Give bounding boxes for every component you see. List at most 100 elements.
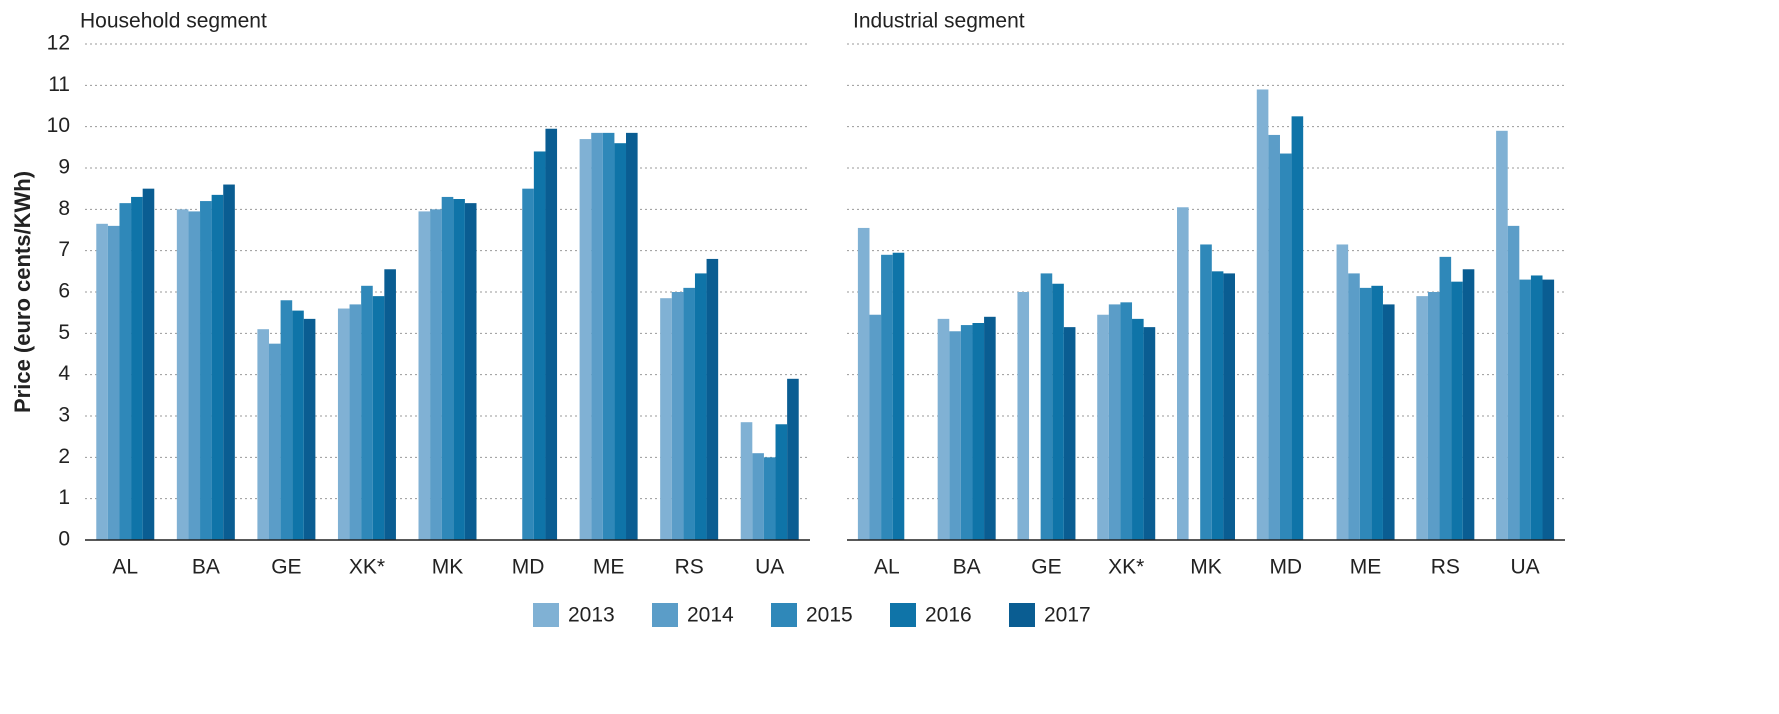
bar: [1519, 279, 1531, 540]
bar: [626, 132, 638, 540]
bar: [464, 203, 477, 540]
bar: [1291, 116, 1304, 540]
x-tick-label: GE: [1031, 556, 1061, 579]
y-tick-label: 11: [48, 73, 70, 96]
bar: [1371, 285, 1383, 540]
bar: [211, 194, 224, 540]
x-tick-label: XK*: [349, 556, 385, 579]
bar: [775, 424, 788, 540]
y-axis-label: Price (euro cents/KWh): [10, 171, 35, 413]
bar: [441, 196, 454, 540]
y-tick-label: 2: [58, 445, 70, 468]
bar: [453, 199, 465, 540]
bar: [268, 343, 281, 540]
bar: [857, 227, 870, 540]
bar: [96, 223, 108, 541]
bar: [660, 298, 672, 540]
bar: [1359, 287, 1372, 540]
legend-swatch: [771, 603, 797, 627]
legend-label: 2016: [925, 604, 972, 627]
x-tick-label: RS: [675, 556, 704, 579]
x-tick-label: GE: [271, 556, 301, 579]
bar: [384, 269, 396, 540]
bar: [1542, 279, 1555, 540]
bar: [602, 132, 615, 540]
y-tick-label: 3: [58, 404, 70, 427]
x-tick-label: MD: [512, 556, 545, 579]
legend-label: 2014: [687, 604, 734, 627]
bar: [418, 211, 431, 540]
y-tick-label: 12: [47, 32, 70, 55]
bar: [142, 188, 155, 540]
bar: [752, 453, 764, 540]
x-tick-label: AL: [874, 556, 900, 579]
bar: [972, 323, 985, 540]
legend-label: 2017: [1044, 604, 1091, 627]
bar: [1279, 153, 1292, 541]
bar: [1040, 273, 1053, 540]
legend-swatch: [1009, 603, 1035, 627]
x-tick-label: MD: [1269, 556, 1302, 579]
x-tick-label: RS: [1431, 556, 1460, 579]
bar: [1268, 134, 1280, 540]
bar: [694, 273, 707, 540]
bar: [706, 258, 719, 540]
y-tick-label: 0: [58, 528, 70, 551]
x-tick-label: UA: [1511, 556, 1540, 579]
bar: [614, 143, 627, 540]
bar: [1439, 256, 1452, 540]
y-tick-label: 5: [58, 321, 70, 344]
bar: [1063, 327, 1076, 540]
bar: [949, 331, 961, 540]
bar: [188, 211, 201, 540]
x-tick-label: MK: [1190, 556, 1222, 579]
y-tick-label: 4: [58, 362, 70, 385]
bar: [740, 422, 753, 540]
bar: [372, 296, 385, 540]
bar: [292, 310, 304, 540]
bar: [1108, 304, 1121, 540]
bar: [1017, 292, 1030, 540]
bar: [1451, 281, 1463, 540]
bar: [223, 184, 235, 541]
bar: [337, 308, 350, 540]
bar: [671, 292, 684, 540]
bar: [430, 209, 442, 541]
x-tick-label: BA: [192, 556, 220, 579]
bar: [257, 329, 269, 540]
y-tick-label: 10: [47, 114, 70, 137]
bar: [1336, 244, 1349, 540]
bar: [107, 225, 120, 540]
bar: [1132, 318, 1144, 540]
bar: [1427, 292, 1440, 540]
bar: [1120, 302, 1133, 540]
bar: [1530, 275, 1543, 540]
bar: [1382, 304, 1395, 540]
bar: [1223, 273, 1235, 540]
bar: [1200, 244, 1212, 540]
bar: [1462, 269, 1475, 540]
bar: [1416, 296, 1428, 540]
bar: [787, 378, 799, 540]
bar: [892, 252, 905, 540]
bar: [200, 201, 212, 541]
bar: [960, 325, 973, 540]
bar: [1143, 327, 1156, 540]
x-tick-label: UA: [755, 556, 784, 579]
bar: [361, 285, 373, 540]
bar: [1256, 89, 1269, 540]
bar: [1496, 130, 1508, 541]
x-tick-label: XK*: [1108, 556, 1144, 579]
bar: [119, 203, 132, 540]
bar: [984, 316, 996, 540]
y-tick-label: 9: [58, 156, 70, 179]
bar: [591, 132, 603, 540]
bar: [533, 151, 546, 540]
y-tick-label: 8: [58, 197, 70, 220]
bar: [763, 457, 776, 540]
legend-label: 2013: [568, 604, 615, 627]
y-tick-label: 1: [58, 486, 70, 509]
panel-title: Industrial segment: [853, 10, 1025, 33]
bar: [545, 128, 558, 540]
legend-swatch: [533, 603, 559, 627]
